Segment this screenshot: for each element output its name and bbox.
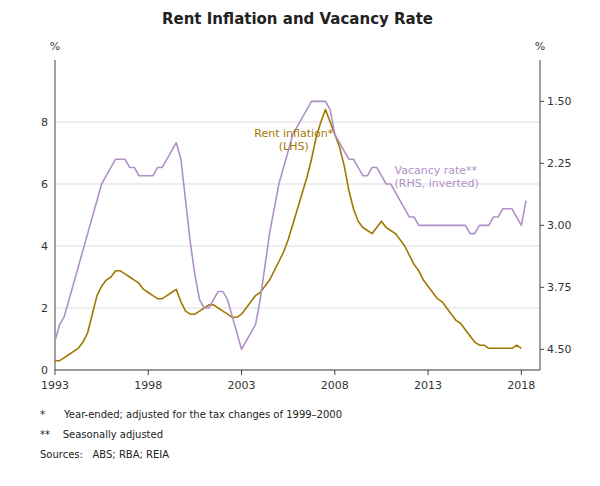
annotation: Rent inflation*(LHS) [254, 127, 333, 153]
y-tick-label: 8 [41, 116, 48, 129]
y-axis-label: % [50, 40, 60, 53]
x-tick [334, 370, 335, 375]
x-tick-label: 1993 [41, 379, 69, 392]
annotations: Rent inflation*(LHS) Vacancy rate**(RHS, … [254, 127, 479, 190]
chart: Rent Inflation and Vacancy Rate 0 2 4 6 8 4.50… [0, 0, 600, 486]
x-tick [241, 370, 242, 375]
grid-line [55, 246, 540, 247]
footnote: ** Seasonally adjusted [40, 429, 163, 440]
y2-tick [540, 225, 544, 226]
title: Rent Inflation and Vacancy Rate [162, 10, 433, 28]
y2-axis-line [540, 60, 541, 370]
annotation: Vacancy rate**(RHS, inverted) [395, 164, 479, 190]
x-tick-label: 2008 [321, 379, 349, 392]
y2-tick [540, 101, 544, 102]
annotation-line: Vacancy rate** [395, 164, 478, 177]
y2-tick-label: 2.25 [547, 157, 572, 170]
grid-line [55, 370, 540, 371]
plot-area [55, 101, 526, 360]
x-tick-label: 2003 [228, 379, 256, 392]
grid-line [55, 122, 540, 123]
x-tick [55, 370, 56, 375]
annotation-line: (LHS) [279, 140, 309, 153]
y2-tick-label: 1.50 [547, 95, 572, 108]
y-tick-label: 0 [41, 364, 48, 377]
y2-tick-label: 3.00 [547, 219, 572, 232]
series-line [55, 110, 521, 361]
x-axis-line [55, 370, 540, 371]
y-tick-label: 4 [41, 240, 48, 253]
y2-tick [540, 349, 544, 350]
y2-axis-label: % [535, 40, 545, 53]
x-tick [148, 370, 149, 375]
series-line [55, 101, 526, 349]
x-tick [521, 370, 522, 375]
annotation-line: (RHS, inverted) [395, 177, 479, 190]
y2-tick-label: 4.50 [547, 343, 572, 356]
annotation-line: Rent inflation* [254, 127, 333, 140]
footnote: Sources: ABS; RBA; REIA [40, 449, 169, 460]
y2-tick [540, 163, 544, 164]
x-tick-label: 1998 [134, 379, 162, 392]
y-tick-label: 2 [41, 302, 48, 315]
y2-tick-label: 3.75 [547, 281, 572, 294]
grid-line [55, 308, 540, 309]
y2-tick [540, 287, 544, 288]
x-tick [428, 370, 429, 375]
x-tick-label: 2018 [507, 379, 535, 392]
footnote: * Year-ended; adjusted for the tax chang… [40, 409, 342, 420]
x-tick-label: 2013 [414, 379, 442, 392]
y-axis-line [55, 60, 56, 370]
y-tick-label: 6 [41, 178, 48, 191]
